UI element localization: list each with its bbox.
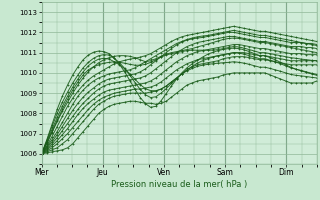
X-axis label: Pression niveau de la mer( hPa ): Pression niveau de la mer( hPa ) [111, 180, 247, 189]
